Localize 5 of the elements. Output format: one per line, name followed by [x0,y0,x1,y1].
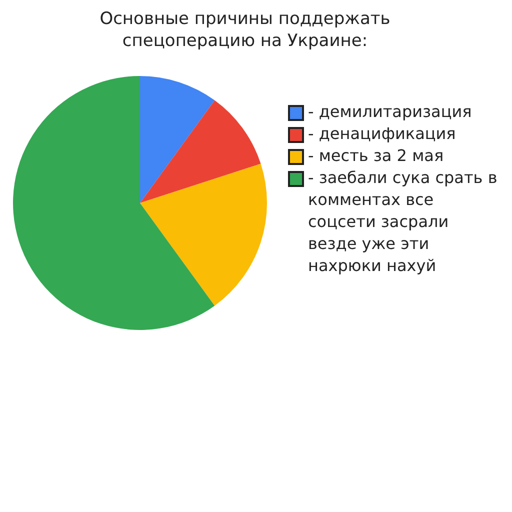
chart-title: Основные причины поддержать спецоперацию на Украине: [98,8,392,52]
legend-label: - заебали сука срать в комментах все соцсети засрали везде уже эти нахрюки нахуй [308,168,498,276]
legend-label: - месть за 2 мая [308,146,444,166]
legend-label: - денацификация [308,124,456,144]
legend-label: - демилитаризация [308,102,472,122]
